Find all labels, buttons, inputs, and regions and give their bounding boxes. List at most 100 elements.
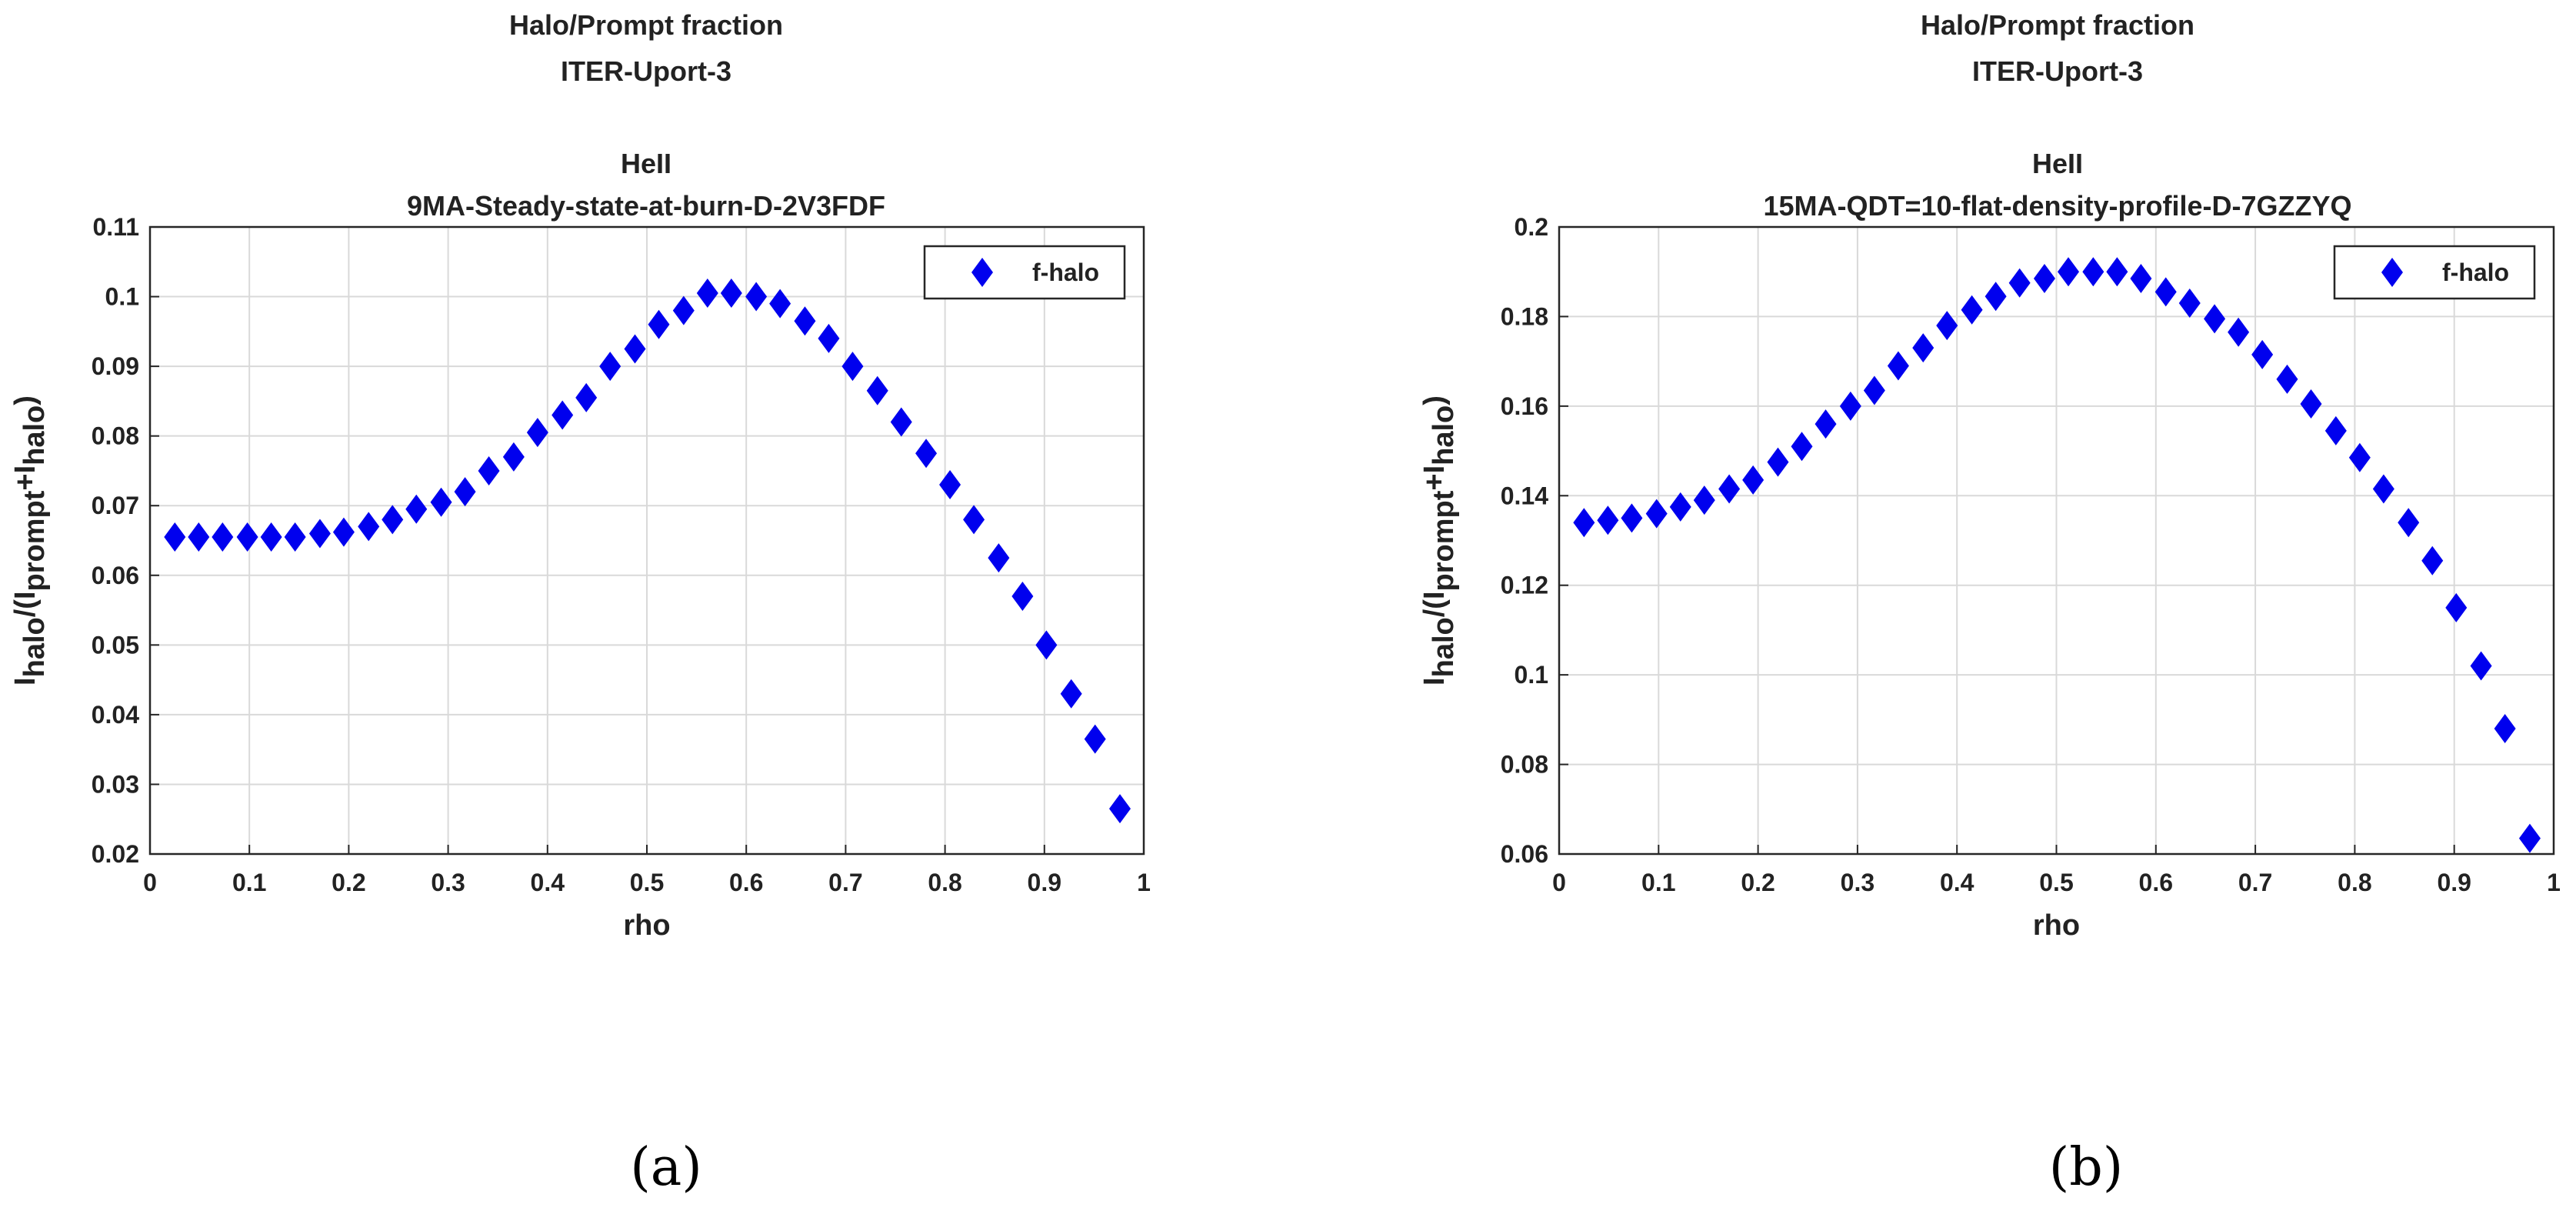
y-axis-label-part: ) [1418,395,1451,405]
data-point [526,418,548,448]
legend-label: f-halo [2442,259,2509,286]
data-point [164,522,186,552]
data-point [454,477,476,507]
chart-panel-1: Halo/Prompt fraction ITER-Uport-3 HeII 9MA-… [9,9,1151,1198]
data-point [2154,277,2177,307]
legend-box [2333,245,2536,300]
y-tick-label: 0.06 [92,562,139,589]
x-tick-label: 0.3 [1841,869,1875,896]
x-tick-label: 0.1 [1641,869,1675,896]
data-point [2398,508,2420,538]
data-point [1839,391,1861,421]
data-point [672,295,695,325]
y-axis-label-part: halo [1428,405,1460,465]
data-point [260,522,282,552]
data-point [332,517,355,547]
data-point [358,512,380,542]
data-point [284,522,306,552]
chart-title-line: Halo/Prompt fraction [1921,9,2194,41]
legend-box [923,245,1126,300]
x-tick-label: 0.2 [1741,869,1775,896]
data-point [841,352,864,382]
y-tick-label: 0.05 [92,631,139,659]
x-tick-label: 0.8 [2338,869,2371,896]
axes-frame [148,225,1145,856]
data-point [1791,432,1813,462]
data-point [1693,485,1715,515]
data-point [552,400,574,430]
data-point [890,407,912,437]
y-tick-label: 0.08 [92,422,139,450]
chart-title-line: HeII [621,148,671,179]
data-point [430,487,452,517]
y-tick-label: 0.2 [1515,213,1548,241]
y-tick-label: 0.14 [1501,482,1548,509]
y-axis-label-part: I [9,677,42,686]
data-point [648,309,670,339]
x-tick-label: 0.4 [531,869,565,896]
data-point [769,289,791,319]
data-point [1645,499,1668,529]
data-point [2348,442,2371,472]
data-point [939,470,961,500]
x-tick-label: 1 [2547,869,2561,896]
x-tick-label: 0.3 [431,869,465,896]
data-point [308,519,331,549]
x-axis-label: rho [623,909,670,942]
data-point [988,543,1010,573]
data-point [624,334,646,364]
y-tick-label: 0.12 [1501,572,1548,599]
data-point [2445,592,2468,622]
y-axis-label-part: halo [1428,617,1460,677]
x-tick-label: 0.7 [828,869,862,896]
x-tick-label: 0.8 [928,869,961,896]
data-point [2082,257,2104,287]
y-axis-label-part: prompt [1428,490,1460,591]
data-point [1815,409,1837,439]
data-point [2300,389,2322,419]
y-axis-label-part: I [1418,677,1451,686]
x-tick-label: 0 [1552,869,1566,896]
data-point [794,306,816,336]
x-tick-label: 0.9 [1028,869,1061,896]
legend-marker [2381,258,2403,287]
x-tick-label: 0.4 [1940,869,1974,896]
data-point [866,375,888,405]
data-point [2204,304,2226,334]
data-point [1573,508,1595,538]
data-point [1936,311,1958,341]
y-tick-label: 0.06 [1501,840,1548,868]
data-point [575,382,598,412]
y-tick-label: 0.16 [1501,392,1548,420]
data-point [478,455,500,485]
data-point [2228,317,2250,347]
y-tick-label: 0.09 [92,352,139,380]
y-axis-label-part: /(I [9,591,42,617]
data-point [1060,679,1082,709]
x-tick-label: 0.1 [232,869,266,896]
y-axis-label-part: halo [18,405,51,465]
chart-title-line: ITER-Uport-3 [1972,55,2143,87]
chart-title-line: HeII [2032,148,2083,179]
data-point [1011,581,1034,611]
x-tick-label: 0.6 [729,869,763,896]
chart-title-line: Halo/Prompt fraction [509,9,783,41]
x-tick-label: 0.5 [2039,869,2073,896]
data-point [1084,724,1106,754]
y-tick-label: 0.03 [92,770,139,798]
data-point [2178,288,2201,318]
data-point [745,282,768,312]
data-point [1108,794,1131,824]
x-axis-label: rho [2033,909,2080,942]
y-tick-label: 0.1 [105,283,139,311]
data-point [1961,295,1983,325]
y-axis-label: Ihalo/(Iprompt+Ihalo) [1418,395,1460,686]
y-axis-label-part: ) [9,395,42,405]
y-tick-label: 0.07 [92,492,139,519]
data-point [2518,823,2541,853]
figure-caption: (a) [630,1137,702,1198]
data-point [382,505,404,535]
data-point [599,352,622,382]
data-point [2130,263,2152,293]
